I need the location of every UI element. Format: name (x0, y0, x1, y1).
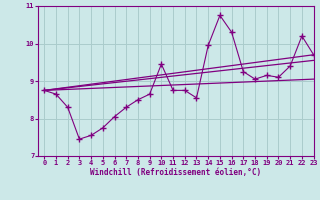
X-axis label: Windchill (Refroidissement éolien,°C): Windchill (Refroidissement éolien,°C) (91, 168, 261, 177)
